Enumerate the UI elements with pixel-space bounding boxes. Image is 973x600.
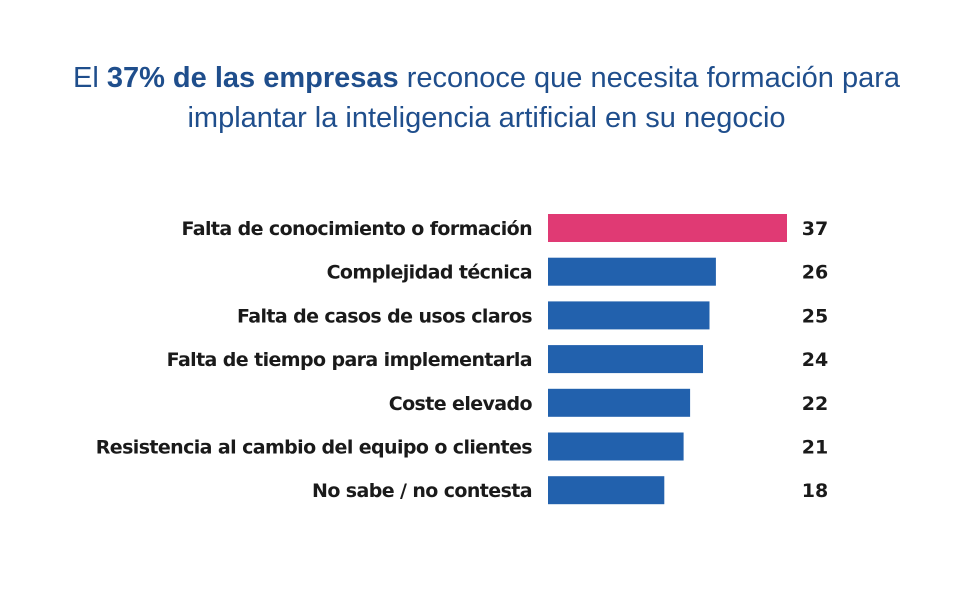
value-label-4: 24 <box>802 349 828 371</box>
bar-1 <box>548 214 787 242</box>
bar-7 <box>548 476 665 505</box>
bar-2 <box>548 257 716 286</box>
title-line-1-rest: reconoce que necesita formación para <box>398 62 900 94</box>
category-label-7: No sabe / no contesta <box>312 480 532 502</box>
bars-group: Falta de conocimiento o formación 37 Compl… <box>96 214 828 505</box>
bar-6 <box>548 432 684 461</box>
title-highlight: 37% de las empresas <box>106 62 399 94</box>
title-line-1: El 37% de las empresas reconoce que nece… <box>0 58 973 98</box>
category-label-4: Falta de tiempo para implementarla <box>167 349 532 371</box>
value-label-7: 18 <box>802 480 828 502</box>
value-label-5: 22 <box>802 393 828 415</box>
category-label-1: Falta de conocimiento o formación <box>182 218 533 240</box>
category-label-2: Complejidad técnica <box>327 262 532 284</box>
category-label-5: Coste elevado <box>389 393 533 415</box>
value-label-2: 26 <box>802 262 828 284</box>
category-label-3: Falta de casos de usos claros <box>237 305 532 327</box>
title-line-2: implantar la inteligencia artificial en … <box>187 102 786 134</box>
value-label-1: 37 <box>802 218 828 240</box>
value-label-3: 25 <box>802 305 828 327</box>
title-prefix: El <box>72 62 107 94</box>
chart-title: El 37% de las empresas reconoce que nece… <box>0 58 973 138</box>
bar-3 <box>548 301 710 330</box>
value-label-6: 21 <box>802 437 828 459</box>
bar-5 <box>548 388 691 417</box>
category-label-6: Resistencia al cambio del equipo o clien… <box>96 437 533 459</box>
bar-4 <box>548 345 703 374</box>
